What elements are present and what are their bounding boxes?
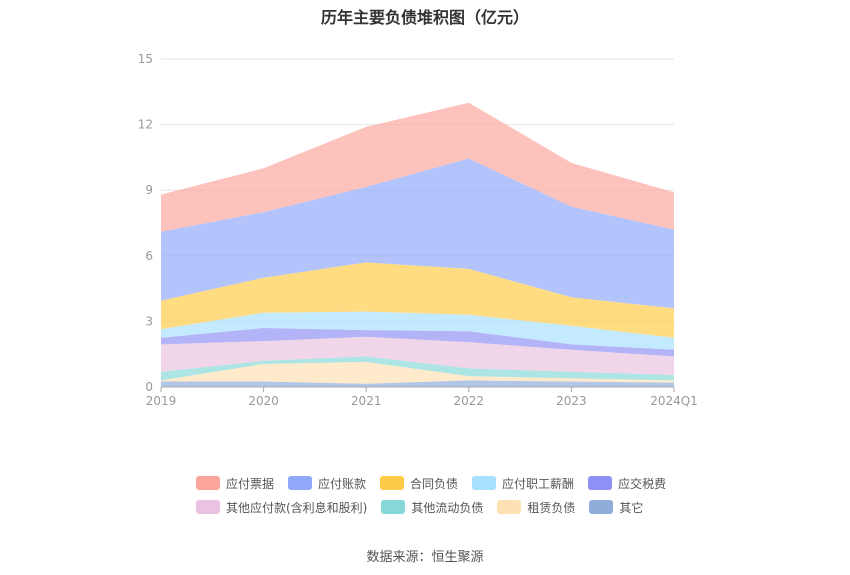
area-应付职工薪酬 <box>161 311 674 350</box>
legend-label: 应付账款 <box>318 476 367 491</box>
legend-item[interactable]: 租赁负债 <box>497 499 575 516</box>
area-其它 <box>161 380 674 387</box>
area-租赁负债 <box>161 361 674 384</box>
legend-item[interactable]: 应交税费 <box>588 475 666 492</box>
legend-swatch <box>497 500 522 514</box>
legend-swatch <box>196 500 220 514</box>
legend-label: 应付票据 <box>226 476 275 491</box>
legend-swatch <box>381 500 406 514</box>
legend-swatch <box>589 500 614 514</box>
legend-label: 合同负债 <box>410 476 459 491</box>
axes: 0 3 6 9 12 15 2019 2020 2021 2022 2023 2024Q1 <box>138 52 698 408</box>
chart-title: 历年主要负债堆积图（亿元） <box>320 8 529 27</box>
legend-item[interactable]: 其它 <box>589 499 643 516</box>
y-tick-label: 12 <box>138 118 153 132</box>
legend-swatch <box>196 476 220 490</box>
stacked-area-chart: 0 3 6 9 12 15 2019 2020 2021 2022 2023 2024Q1 <box>138 52 698 408</box>
legend-swatch <box>472 476 497 490</box>
y-tick-label: 3 <box>145 314 153 328</box>
x-tick-label: 2019 <box>146 394 177 408</box>
legend-label: 其它 <box>619 500 644 515</box>
y-tick-label: 6 <box>145 249 153 263</box>
legend: 应付票据 应付账款 合同负债 应付职工薪酬 应交税费 其他应付款(含利息和股利) 其他流动… <box>196 472 676 520</box>
legend-row: 其他应付款(含利息和股利) 其他流动负债 租赁负债 其它 <box>196 496 676 518</box>
y-tick-label: 9 <box>145 183 153 197</box>
legend-label: 租赁负债 <box>527 500 576 515</box>
legend-swatch <box>380 476 405 490</box>
area-应付账款 <box>161 158 674 309</box>
legend-label: 其他流动负债 <box>411 500 484 515</box>
area-series <box>161 102 674 387</box>
legend-item[interactable]: 应付票据 <box>196 475 274 492</box>
legend-label: 应付职工薪酬 <box>502 476 575 491</box>
legend-item[interactable]: 合同负债 <box>380 475 458 492</box>
area-合同负债 <box>161 262 674 338</box>
legend-label: 其他应付款(含利息和股利) <box>226 500 368 515</box>
legend-label: 应交税费 <box>618 476 667 491</box>
legend-swatch <box>288 476 313 490</box>
legend-row: 应付票据 应付账款 合同负债 应付职工薪酬 应交税费 <box>196 472 676 494</box>
area-其他流动负债 <box>161 356 674 381</box>
y-tick-label: 0 <box>145 380 153 394</box>
legend-item[interactable]: 其他流动负债 <box>381 499 483 516</box>
data-source-note: 数据来源：恒生聚源 <box>366 550 484 565</box>
x-tick-label: 2024Q1 <box>650 394 698 408</box>
area-应付票据 <box>161 102 674 232</box>
legend-item[interactable]: 其他应付款(含利息和股利) <box>196 499 367 516</box>
x-tick-label: 2022 <box>454 394 485 408</box>
x-tick-label: 2020 <box>248 394 279 408</box>
area-应交税费 <box>161 328 674 357</box>
legend-item[interactable]: 应付职工薪酬 <box>472 475 574 492</box>
area-其他应付款(含利息和股利) <box>161 336 674 375</box>
legend-item[interactable]: 应付账款 <box>288 475 366 492</box>
x-tick-label: 2021 <box>351 394 382 408</box>
legend-swatch <box>588 476 613 490</box>
y-tick-label: 15 <box>138 52 153 66</box>
x-tick-label: 2023 <box>556 394 587 408</box>
